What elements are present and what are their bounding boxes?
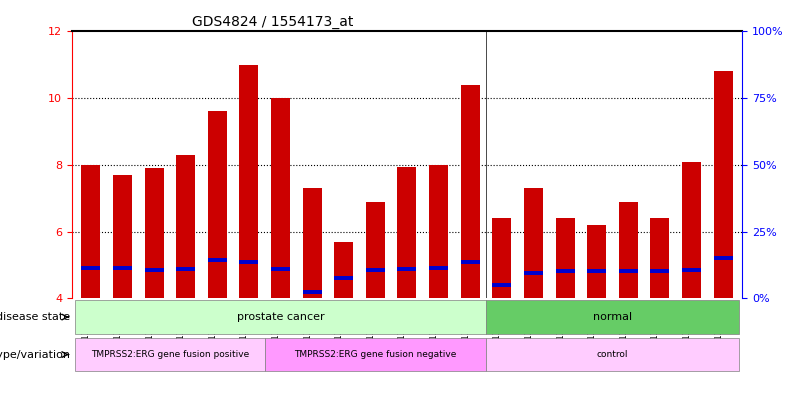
- Bar: [113, 266, 132, 270]
- Bar: [429, 165, 448, 298]
- Bar: [524, 271, 543, 275]
- Bar: [492, 283, 512, 287]
- Bar: [492, 218, 512, 298]
- Bar: [429, 266, 448, 270]
- Bar: [365, 202, 385, 298]
- Bar: [239, 65, 259, 298]
- FancyBboxPatch shape: [75, 300, 486, 334]
- Bar: [524, 188, 543, 298]
- Bar: [176, 267, 196, 271]
- Bar: [650, 218, 670, 298]
- Text: GDS4824 / 1554173_at: GDS4824 / 1554173_at: [192, 15, 354, 29]
- Bar: [682, 268, 701, 272]
- FancyBboxPatch shape: [265, 338, 486, 371]
- Bar: [713, 256, 733, 260]
- FancyBboxPatch shape: [486, 300, 739, 334]
- FancyBboxPatch shape: [75, 338, 265, 371]
- Bar: [239, 260, 259, 264]
- Bar: [713, 72, 733, 298]
- Text: control: control: [597, 350, 628, 359]
- Text: prostate cancer: prostate cancer: [237, 312, 324, 322]
- Bar: [555, 218, 575, 298]
- Bar: [81, 165, 101, 298]
- Bar: [587, 269, 606, 273]
- Bar: [113, 175, 132, 298]
- Bar: [397, 167, 417, 298]
- Bar: [144, 168, 164, 298]
- Bar: [555, 269, 575, 273]
- Bar: [207, 258, 227, 262]
- Bar: [176, 155, 196, 298]
- Bar: [397, 267, 417, 271]
- Bar: [334, 276, 354, 280]
- Bar: [460, 260, 480, 264]
- Bar: [144, 268, 164, 272]
- Text: genotype/variation: genotype/variation: [0, 350, 70, 360]
- Text: TMPRSS2:ERG gene fusion negative: TMPRSS2:ERG gene fusion negative: [294, 350, 456, 359]
- Bar: [682, 162, 701, 298]
- Bar: [618, 202, 638, 298]
- Bar: [271, 267, 290, 271]
- Text: disease state: disease state: [0, 312, 70, 322]
- Bar: [650, 269, 670, 273]
- Bar: [365, 268, 385, 272]
- Text: TMPRSS2:ERG gene fusion positive: TMPRSS2:ERG gene fusion positive: [91, 350, 249, 359]
- Bar: [302, 188, 322, 298]
- Bar: [587, 225, 606, 298]
- Bar: [302, 290, 322, 294]
- FancyBboxPatch shape: [486, 338, 739, 371]
- Bar: [207, 112, 227, 298]
- Text: normal: normal: [593, 312, 632, 322]
- Bar: [618, 269, 638, 273]
- Bar: [334, 242, 354, 298]
- Bar: [460, 85, 480, 298]
- Bar: [81, 266, 101, 270]
- Bar: [271, 98, 290, 298]
